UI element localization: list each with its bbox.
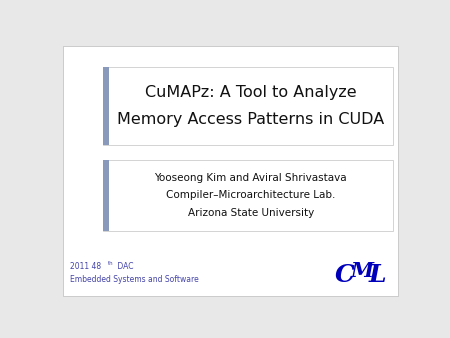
Text: Compiler–Microarchitecture Lab.: Compiler–Microarchitecture Lab. <box>166 190 336 200</box>
Text: Memory Access Patterns in CUDA: Memory Access Patterns in CUDA <box>117 112 384 127</box>
FancyBboxPatch shape <box>104 67 109 145</box>
FancyBboxPatch shape <box>104 160 109 231</box>
FancyBboxPatch shape <box>63 46 398 296</box>
Text: CuMAPz: A Tool to Analyze: CuMAPz: A Tool to Analyze <box>145 84 357 100</box>
Text: Arizona State University: Arizona State University <box>188 208 314 218</box>
Text: Embedded Systems and Software: Embedded Systems and Software <box>70 275 199 284</box>
Text: DAC: DAC <box>115 262 133 271</box>
Text: L: L <box>369 263 386 287</box>
Text: Yooseong Kim and Aviral Shrivastava: Yooseong Kim and Aviral Shrivastava <box>154 173 347 183</box>
FancyBboxPatch shape <box>104 67 393 145</box>
Text: C: C <box>335 263 355 287</box>
Text: th: th <box>108 261 113 266</box>
Text: 2011 48: 2011 48 <box>70 262 101 271</box>
Text: M: M <box>351 261 374 281</box>
FancyBboxPatch shape <box>104 160 393 231</box>
